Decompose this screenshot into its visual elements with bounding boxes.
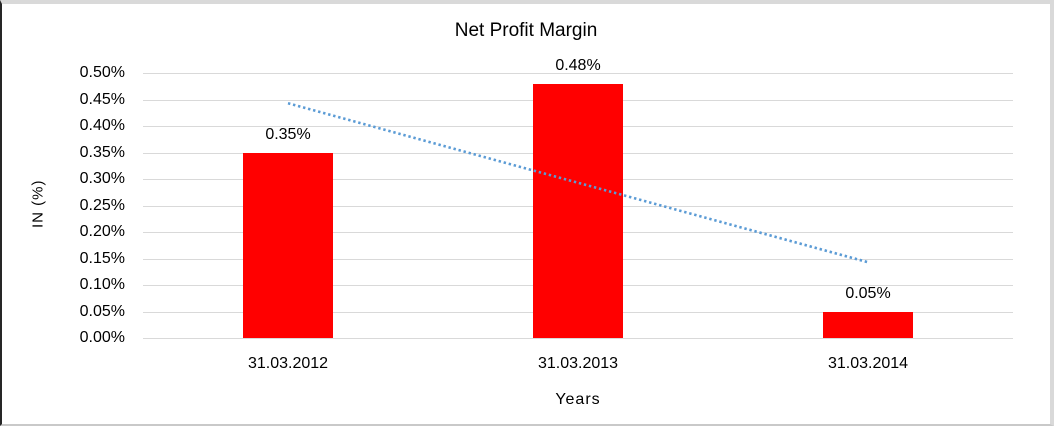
bar-31.03.2013 (533, 83, 623, 338)
x-tick-label: 31.03.2014 (827, 355, 909, 372)
y-tick-label: 0.10% (79, 276, 125, 293)
y-tick-label: 0.20% (79, 223, 125, 240)
y-tick-label: 0.40% (79, 117, 125, 134)
y-tick-label: 0.45% (79, 90, 125, 108)
bar-31.03.2012 (243, 152, 333, 338)
trendline-layer (287, 101, 869, 264)
x-tick-label: 31.03.2013 (537, 355, 619, 372)
gridline (143, 73, 1013, 74)
y-tick-label: 0.05% (79, 302, 125, 320)
chart-title: Net Profit Margin (454, 20, 598, 41)
y-tick-label: 0.35% (79, 143, 125, 161)
y-tick-label: 0.50% (79, 64, 125, 81)
bar-value-label: 0.48% (555, 56, 601, 74)
bar-value-label: 0.05% (845, 284, 891, 302)
bar-31.03.2014 (823, 311, 913, 338)
x-tick-label: 31.03.2012 (247, 355, 329, 372)
x-axis-title: Years (555, 391, 601, 408)
y-tick-label: 0.30% (79, 170, 125, 187)
linear-trendline (287, 101, 869, 264)
y-tick-label: 0.25% (79, 196, 125, 214)
y-tick-label: 0.15% (79, 249, 125, 267)
bar-value-label: 0.35% (265, 125, 311, 143)
y-tick-label: 0.00% (79, 329, 125, 346)
gridline (143, 338, 1013, 339)
plot-area (143, 73, 1013, 339)
